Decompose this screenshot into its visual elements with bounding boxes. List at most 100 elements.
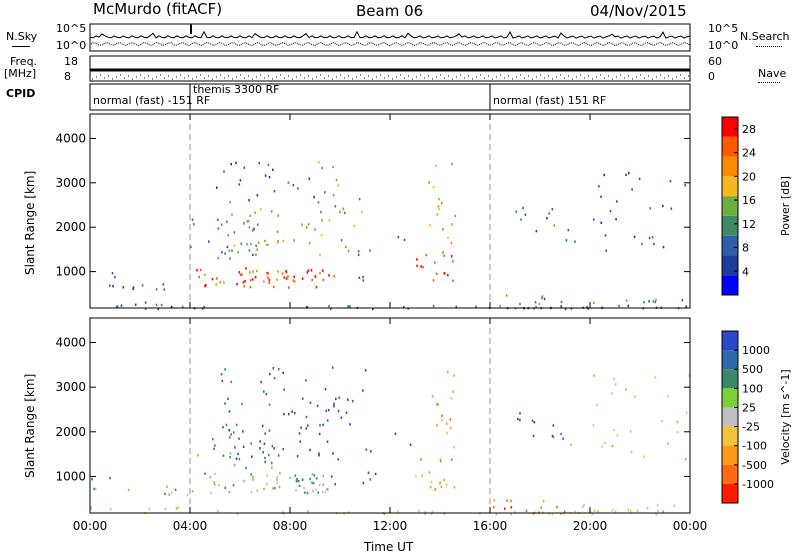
power-cell	[267, 163, 270, 167]
velocity-cell	[340, 416, 343, 419]
noise-tick-high-left: 10^5	[56, 22, 87, 35]
velocity-cell	[451, 458, 453, 461]
velocity-cell	[252, 475, 254, 479]
velocity-cell	[214, 472, 216, 476]
power-cell	[228, 249, 231, 252]
power-cell	[519, 302, 521, 306]
power-cell	[307, 269, 309, 272]
power-cell	[314, 275, 317, 278]
velocity-cell	[213, 481, 215, 484]
power-cell	[335, 178, 338, 182]
velocity-cell	[175, 507, 178, 510]
power-cell	[347, 305, 349, 308]
velocity-colorbar-segment	[722, 331, 738, 351]
velocity-cell	[294, 474, 297, 477]
velocity-cell	[313, 481, 315, 485]
velocity-ytick-label: 3000	[55, 380, 86, 394]
power-cell	[349, 305, 351, 308]
power-cell	[522, 206, 524, 210]
power-cell	[432, 186, 435, 189]
velocity-cell	[630, 450, 633, 454]
velocity-cell	[418, 509, 420, 513]
power-cell	[662, 245, 665, 249]
power-cell	[643, 301, 645, 304]
power-cell	[344, 245, 347, 248]
power-cell	[651, 236, 654, 239]
velocity-cell	[510, 506, 512, 509]
velocity-cell	[229, 436, 231, 439]
power-cell	[251, 278, 254, 281]
velocity-cell	[259, 440, 261, 443]
velocity-cell	[263, 442, 266, 445]
velocity-cell	[332, 452, 334, 455]
power-cell	[292, 184, 295, 187]
velocity-cell	[312, 481, 314, 485]
power-cell	[347, 249, 350, 253]
velocity-cell	[264, 432, 266, 435]
velocity-cell	[611, 444, 614, 448]
velocity-cell	[305, 415, 308, 419]
velocity-cell	[264, 460, 266, 464]
velocity-cell	[316, 477, 318, 480]
velocity-cell	[614, 383, 617, 386]
velocity-cell	[367, 471, 370, 474]
velocity-cell	[232, 431, 235, 434]
velocity-cell	[291, 410, 293, 413]
power-cell	[239, 179, 242, 182]
power-cell	[254, 275, 257, 279]
velocity-cell	[220, 373, 223, 376]
velocity-cell	[228, 428, 230, 432]
velocity-cell	[268, 403, 271, 406]
velocity-cell	[583, 503, 585, 507]
velocity-cell	[218, 484, 220, 487]
power-cell	[233, 244, 236, 247]
power-cell	[475, 305, 477, 309]
power-cell	[609, 209, 612, 213]
cpid-segment-label: normal (fast) 151 RF	[493, 94, 606, 107]
power-cell	[163, 288, 166, 291]
power-cell	[641, 242, 643, 246]
velocity-cell	[548, 512, 551, 515]
velocity-cell	[322, 483, 325, 486]
nsearch-trace	[89, 41, 691, 47]
station-title: McMurdo (fitACF)	[93, 0, 223, 18]
velocity-cell	[337, 458, 339, 461]
velocity-cell	[309, 477, 311, 481]
velocity-cell	[684, 457, 687, 461]
velocity-cell	[614, 510, 617, 513]
velocity-cell	[629, 430, 632, 433]
power-cell	[598, 185, 600, 188]
velocity-cell	[94, 487, 97, 491]
power-colorbar-tick-label: 16	[742, 194, 756, 207]
power-cell	[250, 242, 252, 246]
power-cell	[301, 223, 303, 226]
velocity-cell	[309, 401, 312, 404]
velocity-cell	[306, 424, 309, 427]
power-cell	[628, 172, 630, 175]
power-cell	[420, 265, 422, 268]
x-tick-label: 12:00	[373, 519, 408, 533]
power-cell	[339, 210, 341, 213]
velocity-cell	[264, 456, 266, 460]
velocity-cell	[610, 392, 613, 395]
power-cell	[397, 235, 400, 239]
power-cell	[358, 197, 361, 201]
velocity-colorbar-segment	[722, 464, 738, 484]
power-cell	[265, 243, 267, 246]
velocity-cell	[421, 474, 423, 477]
velocity-cell	[241, 402, 243, 406]
velocity-cell	[447, 370, 449, 374]
velocity-cell	[552, 424, 555, 427]
power-cell	[252, 253, 254, 257]
velocity-cell	[525, 509, 528, 513]
velocity-cell	[662, 510, 664, 513]
power-cell	[132, 287, 134, 291]
velocity-cell	[228, 490, 231, 494]
velocity-cell	[299, 440, 302, 443]
velocity-plot-area	[90, 318, 690, 513]
power-cell	[276, 241, 279, 244]
power-cell	[670, 207, 673, 210]
power-colorbar-segment	[722, 235, 738, 256]
velocity-cell	[93, 487, 95, 491]
power-cell	[231, 249, 233, 252]
